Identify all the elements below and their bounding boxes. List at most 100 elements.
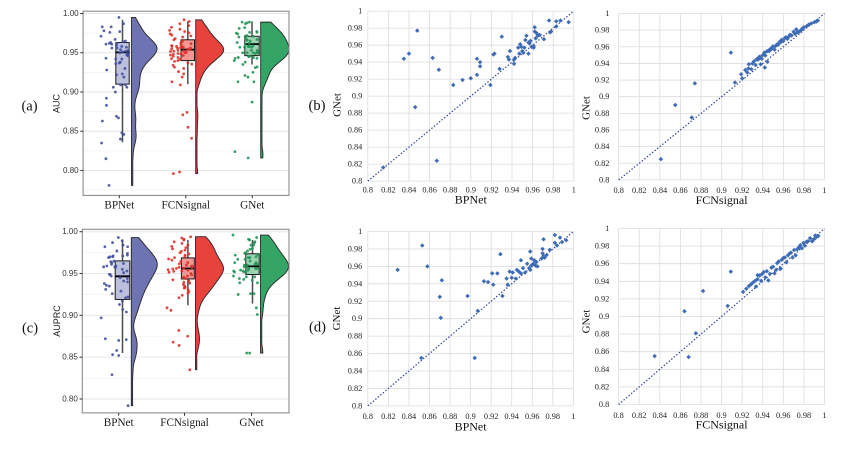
svg-text:0.96: 0.96 <box>348 262 363 271</box>
svg-text:0.85: 0.85 <box>63 127 79 136</box>
svg-text:GNet: GNet <box>331 307 343 331</box>
svg-text:0.92: 0.92 <box>484 186 499 195</box>
svg-text:0.86: 0.86 <box>348 349 363 358</box>
svg-text:0.94: 0.94 <box>595 59 610 68</box>
svg-text:1: 1 <box>605 9 609 18</box>
svg-text:0.98: 0.98 <box>797 186 812 195</box>
svg-text:0.82: 0.82 <box>632 411 647 420</box>
svg-text:BPNet: BPNet <box>455 420 488 434</box>
svg-text:0.88: 0.88 <box>694 186 709 195</box>
svg-text:0.98: 0.98 <box>348 24 363 33</box>
svg-text:GNet: GNet <box>239 417 264 429</box>
svg-text:0.84: 0.84 <box>348 367 363 376</box>
svg-text:0.86: 0.86 <box>422 412 437 421</box>
svg-text:0.88: 0.88 <box>348 109 363 118</box>
svg-text:0.94: 0.94 <box>348 58 363 67</box>
svg-text:0.94: 0.94 <box>755 411 770 420</box>
svg-text:AUC: AUC <box>52 94 62 114</box>
svg-text:GNet: GNet <box>581 310 593 334</box>
svg-text:0.9: 0.9 <box>465 412 475 421</box>
svg-text:0.82: 0.82 <box>595 159 610 168</box>
svg-text:0.92: 0.92 <box>348 75 363 84</box>
svg-text:0.86: 0.86 <box>422 186 437 195</box>
svg-text:BPNet: BPNet <box>455 193 488 207</box>
svg-text:0.80: 0.80 <box>62 395 78 404</box>
svg-text:0.8: 0.8 <box>599 175 609 184</box>
svg-text:AUPRC: AUPRC <box>52 305 62 337</box>
svg-text:0.88: 0.88 <box>443 186 458 195</box>
svg-text:0.85: 0.85 <box>62 353 78 362</box>
svg-text:0.82: 0.82 <box>348 384 363 393</box>
svg-text:0.9: 0.9 <box>716 186 726 195</box>
svg-text:0.82: 0.82 <box>381 412 396 421</box>
svg-text:FCNsignal: FCNsignal <box>160 417 209 429</box>
svg-text:GNet: GNet <box>332 93 344 117</box>
svg-text:0.8: 0.8 <box>363 412 373 421</box>
svg-text:0.86: 0.86 <box>595 347 610 356</box>
svg-text:0.84: 0.84 <box>402 412 417 421</box>
svg-text:0.94: 0.94 <box>505 186 520 195</box>
svg-text:GNet: GNet <box>240 199 265 211</box>
svg-text:1.00: 1.00 <box>62 227 78 236</box>
svg-text:0.88: 0.88 <box>694 411 709 420</box>
svg-text:0.96: 0.96 <box>348 41 363 50</box>
svg-text:0.94: 0.94 <box>504 412 519 421</box>
svg-text:0.86: 0.86 <box>673 411 688 420</box>
svg-text:1: 1 <box>572 186 576 195</box>
svg-text:1: 1 <box>571 412 575 421</box>
svg-text:0.92: 0.92 <box>595 76 610 85</box>
svg-text:0.80: 0.80 <box>63 166 79 175</box>
svg-text:0.84: 0.84 <box>653 186 668 195</box>
svg-text:0.98: 0.98 <box>546 412 561 421</box>
svg-text:FCNsignal: FCNsignal <box>162 199 211 211</box>
svg-text:BPNet: BPNet <box>104 199 135 211</box>
svg-text:GNet: GNet <box>581 96 593 120</box>
svg-text:1: 1 <box>358 227 362 236</box>
svg-text:FCNsignal: FCNsignal <box>696 193 749 207</box>
svg-text:0.90: 0.90 <box>63 88 79 97</box>
svg-text:0.84: 0.84 <box>402 186 417 195</box>
svg-text:0.86: 0.86 <box>595 126 610 135</box>
svg-text:0.94: 0.94 <box>348 279 363 288</box>
svg-text:0.82: 0.82 <box>348 160 363 169</box>
svg-text:(c): (c) <box>22 321 38 337</box>
svg-text:0.84: 0.84 <box>595 142 610 151</box>
svg-text:0.86: 0.86 <box>673 186 688 195</box>
svg-text:0.96: 0.96 <box>776 411 791 420</box>
svg-text:1: 1 <box>358 7 362 16</box>
svg-text:0.88: 0.88 <box>595 109 610 118</box>
svg-text:0.94: 0.94 <box>595 277 610 286</box>
svg-text:0.9: 0.9 <box>352 92 362 101</box>
svg-text:0.98: 0.98 <box>546 186 561 195</box>
svg-text:1: 1 <box>822 411 826 420</box>
svg-text:0.8: 0.8 <box>352 177 362 186</box>
svg-text:1.00: 1.00 <box>63 9 79 18</box>
svg-text:0.9: 0.9 <box>599 312 609 321</box>
svg-text:0.9: 0.9 <box>716 411 726 420</box>
svg-text:0.8: 0.8 <box>599 400 609 409</box>
svg-text:(b): (b) <box>309 98 326 114</box>
svg-text:0.94: 0.94 <box>756 186 771 195</box>
svg-text:0.96: 0.96 <box>525 412 540 421</box>
svg-text:1: 1 <box>605 224 609 233</box>
svg-text:0.84: 0.84 <box>653 411 668 420</box>
svg-text:0.92: 0.92 <box>484 412 499 421</box>
svg-text:0.95: 0.95 <box>63 48 79 57</box>
svg-text:0.92: 0.92 <box>735 186 750 195</box>
svg-text:0.9: 0.9 <box>466 186 476 195</box>
svg-text:1: 1 <box>822 186 826 195</box>
svg-text:0.84: 0.84 <box>348 143 363 152</box>
svg-text:0.86: 0.86 <box>348 126 363 135</box>
svg-text:0.98: 0.98 <box>797 411 812 420</box>
svg-text:0.8: 0.8 <box>613 411 623 420</box>
svg-text:0.90: 0.90 <box>62 311 78 320</box>
svg-text:FCNsignal: FCNsignal <box>696 418 749 432</box>
svg-text:BPNet: BPNet <box>104 417 135 429</box>
svg-text:0.96: 0.96 <box>525 186 540 195</box>
svg-text:0.96: 0.96 <box>595 42 610 51</box>
svg-text:0.82: 0.82 <box>595 382 610 391</box>
svg-text:0.82: 0.82 <box>381 186 396 195</box>
svg-text:0.96: 0.96 <box>776 186 791 195</box>
svg-text:0.98: 0.98 <box>595 26 610 35</box>
svg-text:0.8: 0.8 <box>614 186 624 195</box>
